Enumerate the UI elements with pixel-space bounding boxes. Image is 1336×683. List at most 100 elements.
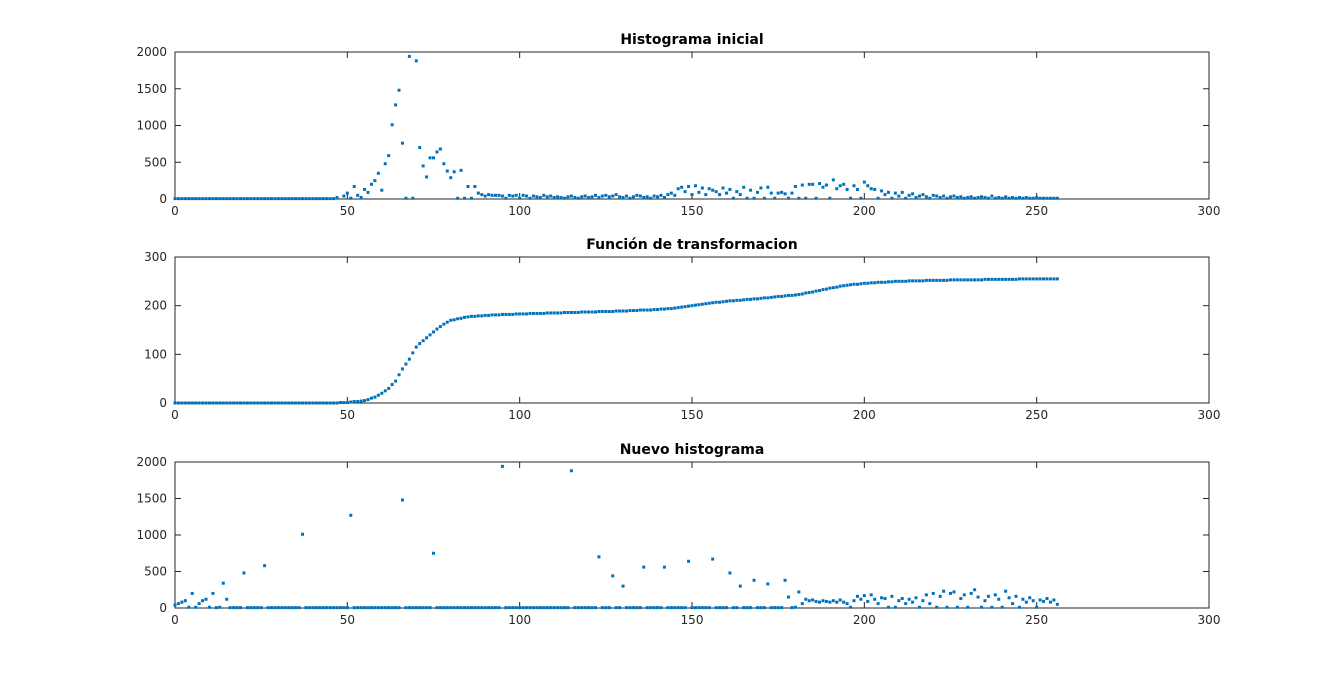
data-point — [566, 606, 570, 610]
data-point — [814, 289, 818, 293]
data-point — [518, 312, 522, 316]
data-point — [869, 281, 873, 285]
data-point — [235, 197, 239, 201]
data-point — [607, 195, 611, 199]
data-point — [880, 596, 884, 600]
data-point — [469, 314, 473, 318]
x-tick-label: 300 — [1198, 408, 1221, 422]
data-point — [828, 286, 832, 290]
data-point — [949, 195, 952, 199]
data-point — [683, 190, 687, 194]
data-point — [787, 196, 791, 200]
data-point — [738, 298, 742, 302]
data-point — [442, 606, 446, 610]
data-point — [952, 278, 956, 282]
data-point — [990, 277, 994, 281]
data-point — [487, 193, 491, 197]
data-point — [638, 194, 642, 198]
data-point — [376, 393, 380, 397]
data-point — [666, 307, 670, 311]
data-point — [194, 605, 198, 609]
data-point — [311, 401, 315, 405]
data-point — [356, 193, 360, 197]
data-point — [297, 197, 301, 201]
data-point — [852, 184, 856, 188]
data-point — [290, 197, 294, 201]
data-point — [1021, 597, 1025, 601]
data-point — [290, 606, 294, 610]
data-point — [935, 605, 939, 609]
data-point — [814, 196, 818, 200]
data-point — [855, 282, 859, 286]
data-point — [669, 606, 673, 610]
data-point — [728, 571, 732, 575]
data-point — [731, 196, 735, 200]
data-point — [311, 197, 315, 201]
data-point — [187, 197, 191, 201]
data-point — [818, 289, 822, 293]
data-point — [955, 196, 959, 200]
data-point — [649, 196, 653, 200]
data-point — [411, 196, 415, 200]
data-point — [173, 401, 177, 405]
data-point — [676, 606, 680, 610]
data-point — [221, 197, 225, 201]
data-point — [400, 367, 404, 371]
data-point — [542, 606, 546, 610]
data-point — [576, 310, 580, 314]
data-point — [718, 606, 722, 610]
data-point — [731, 606, 735, 610]
data-point — [614, 193, 618, 197]
data-point — [749, 297, 753, 301]
data-point — [463, 315, 467, 319]
data-point — [204, 401, 208, 405]
data-point — [559, 311, 563, 315]
data-point — [394, 606, 398, 610]
data-point — [838, 284, 842, 288]
data-point — [1021, 196, 1025, 200]
data-point — [966, 196, 970, 200]
data-point — [525, 194, 529, 198]
data-point — [432, 551, 435, 555]
data-point — [1052, 598, 1056, 602]
data-point — [335, 196, 339, 200]
data-point — [593, 310, 597, 314]
data-point — [197, 401, 201, 405]
x-tick-label: 200 — [853, 408, 876, 422]
data-point — [214, 197, 218, 201]
data-point — [373, 179, 377, 183]
data-point — [611, 574, 615, 578]
x-tick-label: 50 — [340, 408, 355, 422]
data-point — [494, 606, 498, 610]
data-point — [394, 103, 398, 107]
data-point — [900, 190, 904, 194]
data-point — [618, 195, 622, 199]
data-point — [428, 606, 432, 610]
data-point — [642, 308, 646, 312]
data-point — [921, 279, 925, 283]
data-point — [321, 401, 325, 405]
data-point — [400, 141, 404, 145]
data-point — [301, 197, 305, 201]
data-point — [252, 197, 256, 201]
data-point — [783, 192, 787, 196]
data-point — [194, 401, 198, 405]
data-point — [914, 596, 918, 600]
data-point — [469, 196, 473, 200]
data-point — [976, 278, 980, 282]
data-point — [862, 281, 866, 285]
data-point — [652, 194, 656, 198]
data-point — [752, 297, 756, 301]
data-point — [280, 606, 284, 610]
data-point — [724, 606, 728, 610]
data-point — [414, 606, 418, 610]
data-point — [387, 386, 391, 390]
data-point — [1031, 277, 1035, 281]
data-point — [693, 303, 697, 307]
x-tick-label: 300 — [1198, 613, 1221, 627]
data-point — [1021, 277, 1025, 281]
data-point — [232, 401, 236, 405]
data-point — [342, 401, 346, 405]
data-point — [769, 191, 773, 195]
data-point — [886, 280, 890, 284]
